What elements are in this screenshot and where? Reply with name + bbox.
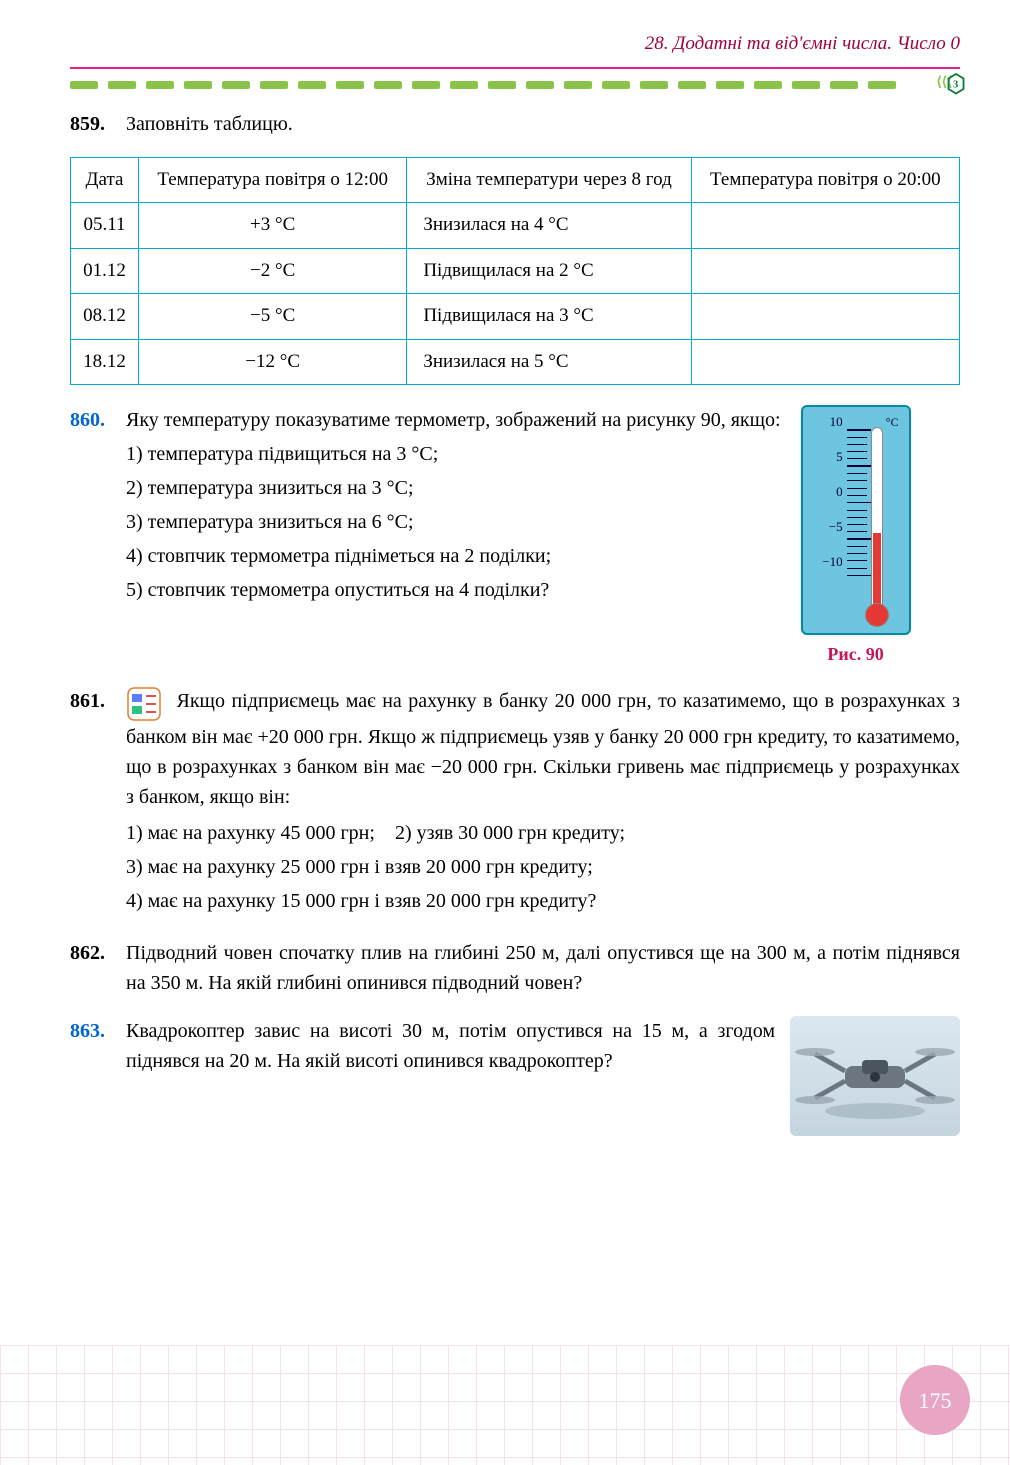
scale-label: 10 [811,415,843,428]
problem-number: 862. [70,938,118,998]
page-number-badge: 175 [900,1365,970,1435]
table-cell [691,294,959,340]
table-cell: Знизилася на 5 °C [407,339,691,385]
table-cell: +3 °C [138,203,406,249]
problem-number: 861. [70,686,118,920]
unit-label: °C [886,413,899,431]
drone-image [790,1016,960,1136]
table-header: Дата [71,157,139,203]
scale-label: −10 [811,555,843,568]
table-header: Температура повітря о 12:00 [138,157,406,203]
scale-label: 0 [811,485,843,498]
finance-icon [126,686,162,722]
problem-intro: Якщо підприємець має на рахунку в банку … [126,690,960,808]
list-item: 3) має на рахунку 25 000 грн і взяв 20 0… [126,852,960,882]
scale-label: −5 [811,520,843,533]
problem-text: Підводний човен спочатку плив на глибині… [126,938,960,998]
list-item: 3) температура знизиться на 6 °C; [126,507,781,537]
problem-860: 860. Яку температуру показуватиме термом… [70,405,960,668]
svg-text:⟨⟨⟨: ⟨⟨⟨ [937,74,953,89]
table-row: 18.12 −12 °C Знизилася на 5 °C [71,339,960,385]
header-divider [70,67,960,69]
problem-number: 859. [70,109,118,139]
thermometer-figure: °C 10 5 0 −5 −10 [796,405,916,668]
list-item: 5) стовпчик термометра опуститься на 4 п… [126,575,781,605]
thermometer-icon: °C 10 5 0 −5 −10 [801,405,911,635]
table-cell [691,203,959,249]
table-cell: 18.12 [71,339,139,385]
problem-text: Заповніть таблицю. [126,109,960,139]
figure-caption: Рис. 90 [796,641,916,668]
table-cell [691,248,959,294]
level-number: 3 [953,79,958,90]
problem-863: 863. Квадрокоптер завис на висоті 30 м, … [70,1016,960,1136]
list-item: 4) має на рахунку 15 000 грн і взяв 20 0… [126,886,960,916]
green-dash-row: ⟨⟨⟨ 3 [70,81,960,89]
table-cell: Підвищилася на 2 °C [407,248,691,294]
problem-861: 861. Якщо підприємець має на рахунку в б… [70,686,960,920]
table-row: 05.11 +3 °C Знизилася на 4 °C [71,203,960,249]
table-cell: −12 °C [138,339,406,385]
scale-label: 5 [811,450,843,463]
problem-items: 1) температура підвищиться на 3 °C; 2) т… [126,439,781,605]
table-row: 08.12 −5 °C Підвищилася на 3 °C [71,294,960,340]
table-cell: 01.12 [71,248,139,294]
problem-text: Квадрокоптер завис на висоті 30 м, потім… [126,1016,775,1136]
thermometer-ticks [847,429,871,582]
list-item: 4) стовпчик термометра підніметься на 2 … [126,541,781,571]
temperature-table: Дата Температура повітря о 12:00 Зміна т… [70,157,960,386]
grid-background [0,1345,1010,1465]
table-cell [691,339,959,385]
table-header: Температура повітря о 20:00 [691,157,959,203]
table-cell: Підвищилася на 3 °C [407,294,691,340]
table-cell: 08.12 [71,294,139,340]
problem-862: 862. Підводний човен спочатку плив на гл… [70,938,960,998]
thermometer-scale: 10 5 0 −5 −10 [811,415,843,590]
table-cell: Знизилася на 4 °C [407,203,691,249]
level-badge: ⟨⟨⟨ 3 [935,71,965,101]
list-item: 2) узяв 30 000 грн кредиту; [395,822,625,844]
table-cell: 05.11 [71,203,139,249]
problem-items: 1) має на рахунку 45 000 грн; 2) узяв 30… [126,818,960,916]
thermometer-bulb [865,603,889,627]
chapter-title: 28. Додатні та від'ємні числа. Число 0 [70,30,960,59]
table-header: Зміна температури через 8 год [407,157,691,203]
list-item: 2) температура знизиться на 3 °C; [126,473,781,503]
page: 28. Додатні та від'ємні числа. Число 0 ⟨… [0,0,1010,1465]
problem-number: 860. [70,405,118,668]
table-cell: −5 °C [138,294,406,340]
problem-number: 863. [70,1016,118,1136]
page-number: 175 [919,1384,952,1417]
problem-intro: Яку температуру показуватиме термометр, … [126,409,781,431]
table-row: 01.12 −2 °C Підвищилася на 2 °C [71,248,960,294]
problem-859: 859. Заповніть таблицю. [70,109,960,139]
list-item: 1) температура підвищиться на 3 °C; [126,439,781,469]
list-item: 1) має на рахунку 45 000 грн; [126,822,375,844]
table-cell: −2 °C [138,248,406,294]
